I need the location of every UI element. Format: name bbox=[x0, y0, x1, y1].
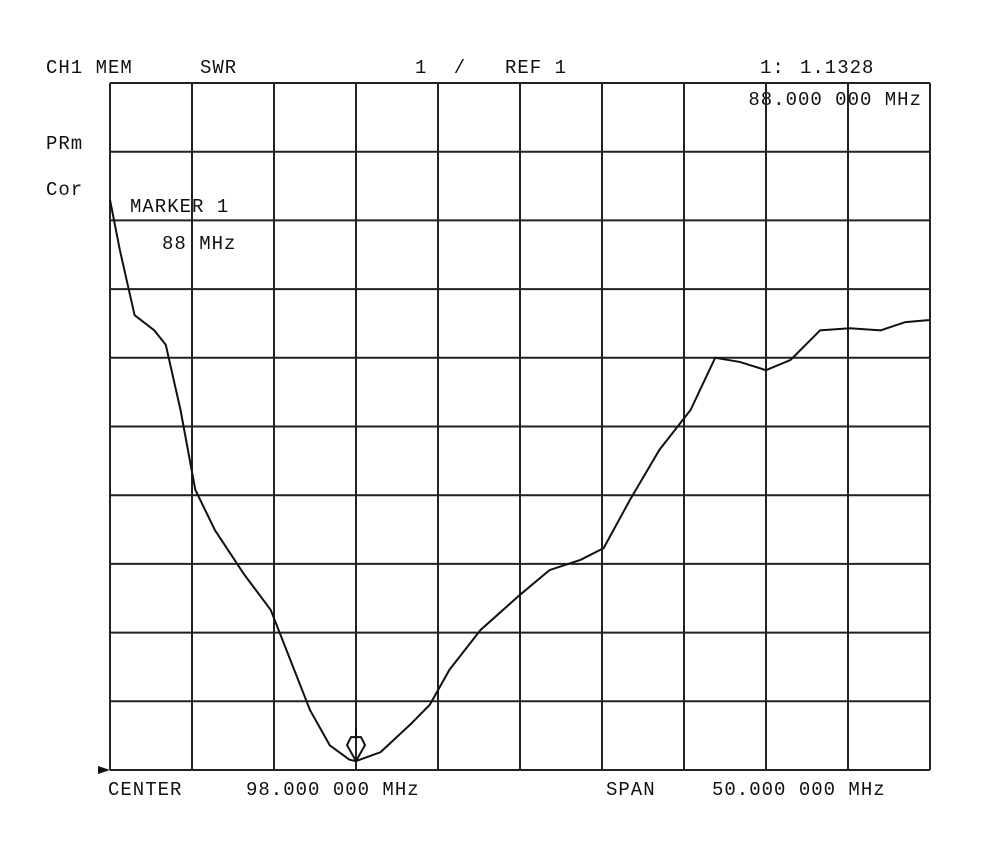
channel: CH1 MEM bbox=[46, 57, 133, 79]
marker-annotation-frequency: 88 MHz bbox=[162, 233, 236, 255]
marker-frequency: 88.000 000 MHz bbox=[748, 89, 922, 111]
marker-readout: 1.1328 bbox=[800, 57, 874, 79]
trace bbox=[109, 199, 931, 763]
format: SWR bbox=[200, 57, 237, 79]
marker-symbol bbox=[345, 727, 367, 764]
marker-title: MARKER 1 bbox=[130, 196, 229, 218]
center-value: 98.000 000 MHz bbox=[246, 779, 420, 801]
scale: 1 / bbox=[415, 57, 466, 79]
reference: REF 1 bbox=[505, 57, 567, 79]
side-label: Cor bbox=[46, 179, 83, 201]
marker-id: 1: bbox=[760, 57, 785, 79]
center-label: CENTER bbox=[108, 779, 182, 801]
reference-pointer bbox=[98, 766, 110, 774]
span-label: SPAN bbox=[606, 779, 656, 801]
side-label: PRm bbox=[46, 133, 83, 155]
span-value: 50.000 000 MHz bbox=[712, 779, 886, 801]
